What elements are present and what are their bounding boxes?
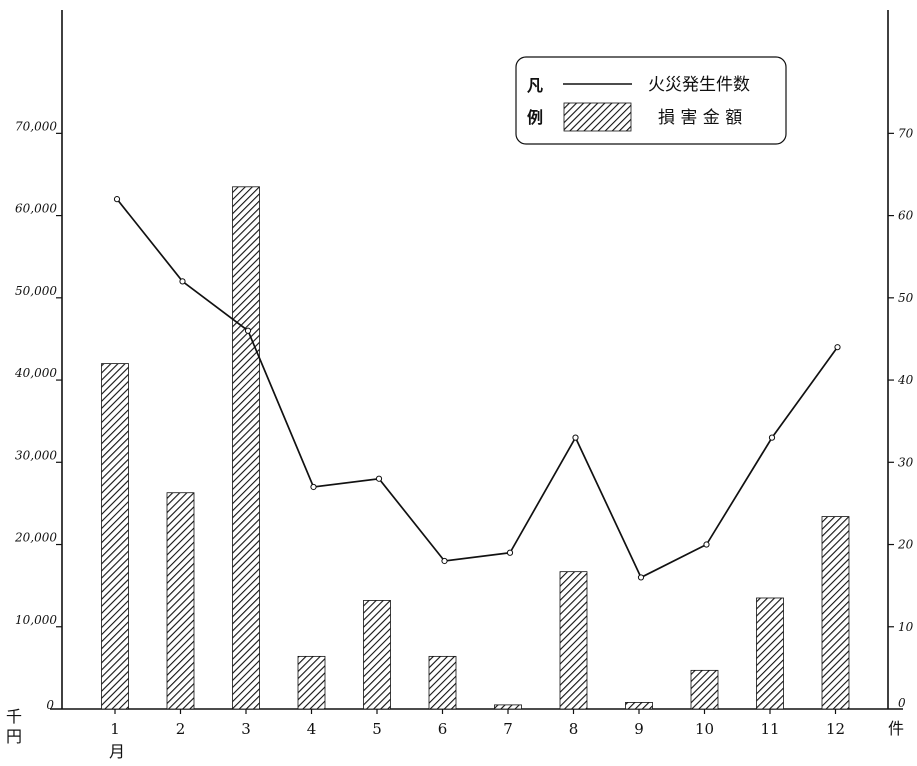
x-tick-label: 7 <box>503 720 513 738</box>
x-tick-label: 8 <box>569 720 579 738</box>
left-unit-label-top: 千 <box>6 707 22 726</box>
fire-count-point <box>113 196 121 203</box>
fire-count-point <box>637 574 645 581</box>
right-tick-label: 0 <box>898 696 906 710</box>
left-tick-label: 0 <box>46 698 54 712</box>
fire-count-point <box>572 434 579 441</box>
fire-count-point <box>703 541 710 548</box>
x-tick-label: 6 <box>438 720 448 738</box>
fire-count-point <box>244 327 252 334</box>
left-tick-label: 20,000 <box>14 531 57 545</box>
left-tick-label: 10,000 <box>15 613 57 627</box>
damage-bars <box>101 186 850 710</box>
fire-count-polyline <box>116 198 839 579</box>
damage-bar <box>559 571 588 710</box>
right-tick-label: 20 <box>897 538 914 552</box>
x-tick-label: 4 <box>307 720 317 738</box>
left-tick-label: 40,000 <box>14 366 57 380</box>
damage-bar <box>363 600 391 710</box>
fire-count-point <box>768 434 776 441</box>
left-unit-label-bottom: 円 <box>6 727 22 746</box>
damage-bar <box>821 516 850 710</box>
right-unit-label: 件 <box>888 719 904 738</box>
legend-bar-sample <box>563 102 632 132</box>
fire-count-line <box>113 196 841 581</box>
x-unit-label: 月 <box>109 742 125 761</box>
left-tick-label: 50,000 <box>15 284 57 298</box>
right-tick-label: 40 <box>897 373 914 387</box>
x-axis-ticks: 1 2 3 4 5 6 7 8 9 10 11 12 <box>110 709 845 738</box>
x-tick-label: 9 <box>634 720 644 738</box>
right-axis-ticks: 0 10 20 30 40 50 60 70 <box>888 126 914 710</box>
x-tick-label: 1 <box>110 720 120 738</box>
damage-bar <box>166 492 195 710</box>
x-tick-label: 11 <box>760 720 779 738</box>
damage-bar <box>690 669 719 710</box>
left-tick-label: 60,000 <box>15 202 57 216</box>
legend-entry-fire-count: 火災発生件数 <box>648 75 750 95</box>
right-tick-label: 10 <box>898 620 914 634</box>
damage-bar <box>625 702 653 710</box>
right-tick-label: 70 <box>898 126 914 140</box>
fire-count-point <box>834 344 841 351</box>
x-tick-label: 12 <box>826 720 845 738</box>
fire-count-point <box>506 549 514 556</box>
x-tick-label: 10 <box>695 720 714 738</box>
right-tick-label: 50 <box>898 291 914 305</box>
damage-bar <box>428 655 457 710</box>
right-tick-label: 60 <box>898 209 914 223</box>
left-axis-ticks: 0 10,000 20,000 30,000 40,000 50,000 60,000 70,… <box>14 119 62 712</box>
damage-bar <box>297 655 326 710</box>
fire-count-point <box>441 557 448 565</box>
x-tick-label: 2 <box>176 720 186 738</box>
fire-count-point <box>375 475 383 482</box>
legend-box <box>515 56 787 145</box>
right-tick-label: 30 <box>898 455 914 469</box>
legend: 凡 例 火災発生件数 損 害 金 額 <box>515 56 787 145</box>
x-tick-label: 5 <box>372 720 382 738</box>
fire-count-point <box>310 483 317 491</box>
left-tick-label: 70,000 <box>15 119 57 133</box>
axis-units: 千円 件月 <box>6 707 904 761</box>
damage-bar <box>494 704 522 710</box>
damage-bar <box>101 363 129 710</box>
damage-bar <box>232 186 260 710</box>
x-tick-label: 3 <box>241 720 251 738</box>
damage-bar <box>756 597 784 710</box>
legend-title-top: 凡 <box>527 76 543 95</box>
fire-count-point <box>179 278 186 285</box>
left-tick-label: 30,000 <box>15 448 57 462</box>
legend-entry-damage-amount: 損 害 金 額 <box>658 108 742 128</box>
legend-title-bottom: 例 <box>527 108 543 127</box>
